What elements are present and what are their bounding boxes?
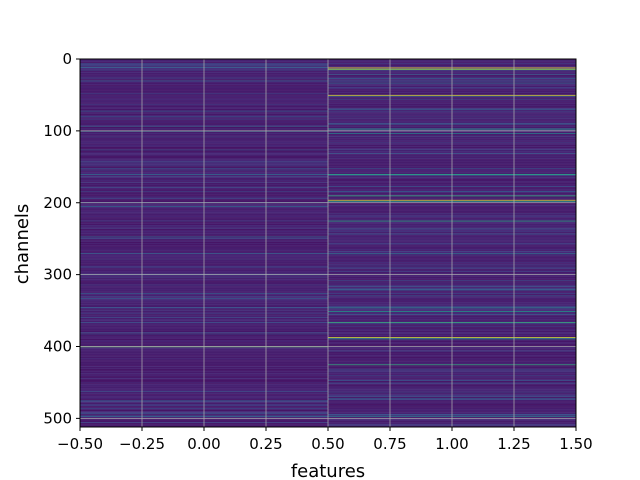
y-tick-label: 500 [43, 409, 72, 427]
y-axis: 0 100 200 300 400 500 [43, 50, 80, 427]
x-tick-label: 0.75 [373, 435, 406, 453]
x-tick-label: 0.00 [187, 435, 220, 453]
y-tick-label: 400 [43, 338, 72, 356]
plot-area [79, 58, 577, 428]
x-tick-label: 0.25 [249, 435, 282, 453]
x-tick-label: 1.50 [559, 435, 592, 453]
x-tick-label: 1.00 [435, 435, 468, 453]
x-tick-label: 0.50 [311, 435, 344, 453]
x-tick-label: 1.25 [497, 435, 530, 453]
y-tick-label: 0 [62, 50, 72, 68]
y-tick-label: 200 [43, 194, 72, 212]
y-tick-label: 300 [43, 266, 72, 284]
y-tick-label: 100 [43, 122, 72, 140]
x-axis-label: features [291, 461, 365, 480]
x-tick-label: −0.25 [119, 435, 165, 453]
y-axis-label: channels [12, 204, 33, 285]
x-axis: −0.50 −0.25 0.00 0.25 0.50 0.75 1.00 1.25 1.50 [57, 427, 593, 453]
x-tick-label: −0.50 [57, 435, 103, 453]
